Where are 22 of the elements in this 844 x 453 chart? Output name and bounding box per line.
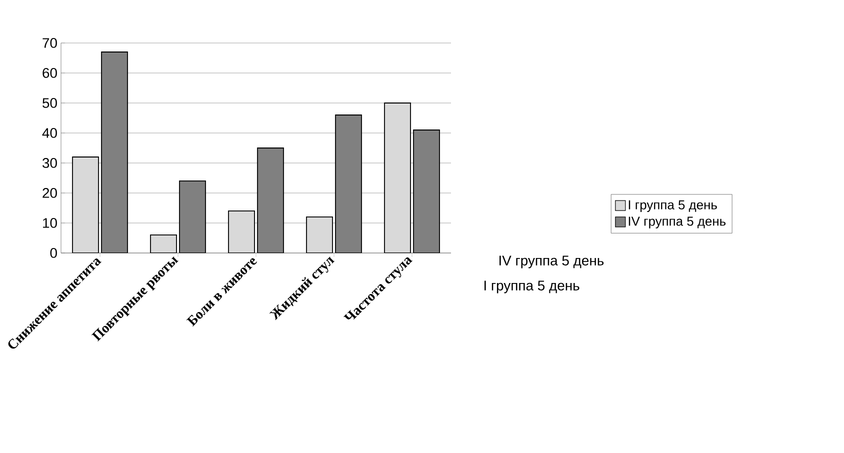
text: I группа 5 день [484,280,580,294]
y-tick-label: 0 [50,248,57,258]
y-tick-label: 40 [42,128,57,138]
bar [101,52,128,253]
bar [257,148,284,253]
legend-label: IV группа 5 день [628,216,726,228]
bar [335,114,362,253]
text: IV группа 5 день [499,256,604,268]
y-tick-label: 50 [42,98,57,108]
legend-label: I группа 5 день [628,200,717,212]
bar [179,180,206,253]
y-tick-label: 10 [43,218,57,228]
bar [413,130,440,253]
bar [306,216,333,253]
y-tick-label: 70 [42,38,57,48]
bar [150,234,177,253]
bar [384,102,411,253]
y-tick-label: 30 [42,158,57,168]
bar [228,210,255,253]
y-tick-label: 20 [42,188,57,198]
y-tick-label: 60 [42,68,57,78]
bar [72,156,99,253]
